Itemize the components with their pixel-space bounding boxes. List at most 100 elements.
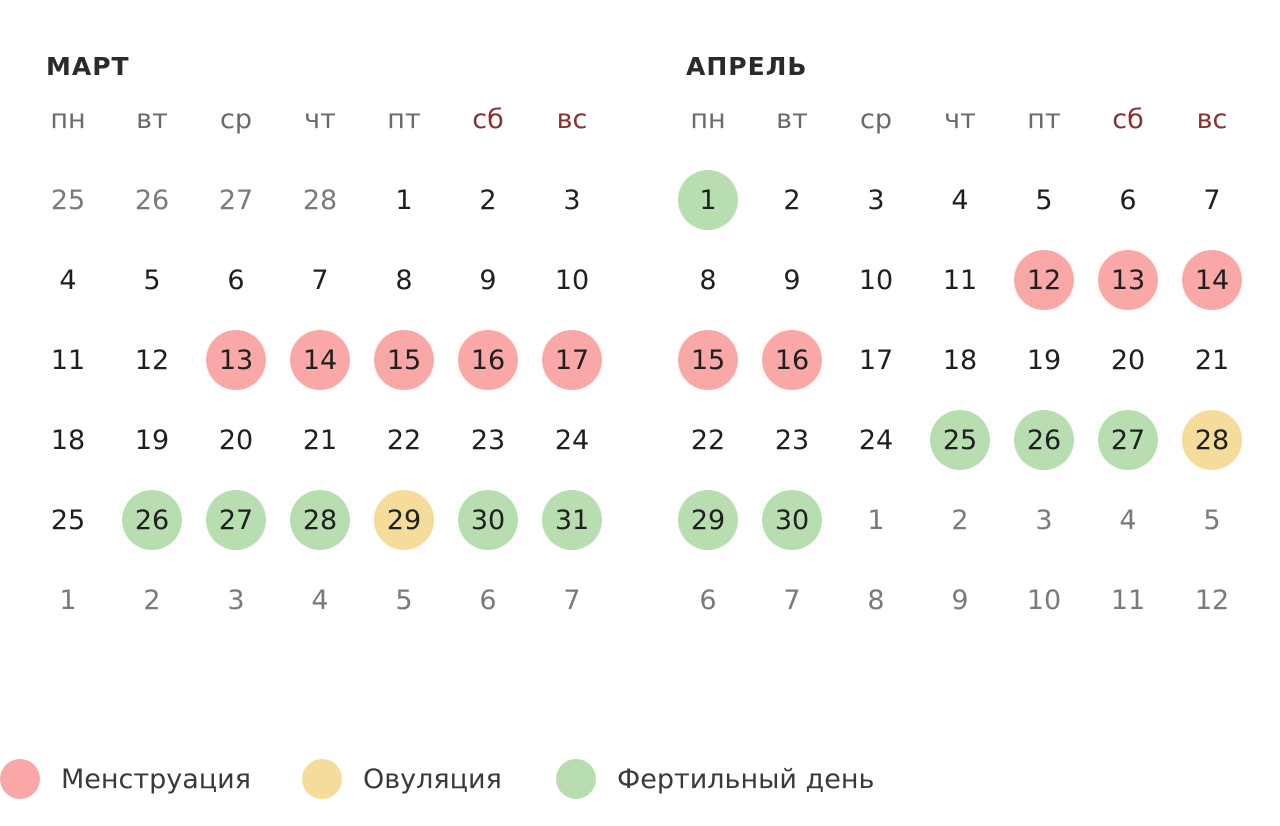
- day-cell-other-month[interactable]: 5: [1170, 480, 1254, 560]
- day-cell[interactable]: 9: [750, 240, 834, 320]
- day-number: 26: [134, 184, 170, 216]
- day-cell-menstruation[interactable]: 16: [446, 320, 530, 400]
- day-number: 13: [206, 330, 266, 390]
- day-cell[interactable]: 18: [918, 320, 1002, 400]
- day-cell-fertile[interactable]: 26: [110, 480, 194, 560]
- day-cell-other-month[interactable]: 8: [834, 560, 918, 640]
- day-cell-menstruation[interactable]: 16: [750, 320, 834, 400]
- day-cell[interactable]: 22: [362, 400, 446, 480]
- day-cell-other-month[interactable]: 4: [1086, 480, 1170, 560]
- day-cell-other-month[interactable]: 11: [1086, 560, 1170, 640]
- day-cell-fertile[interactable]: 31: [530, 480, 614, 560]
- day-cell-fertile[interactable]: 28: [278, 480, 362, 560]
- day-cell-ovulation[interactable]: 29: [362, 480, 446, 560]
- day-cell-other-month[interactable]: 27: [194, 160, 278, 240]
- day-cell[interactable]: 19: [1002, 320, 1086, 400]
- day-cell-other-month[interactable]: 10: [1002, 560, 1086, 640]
- day-cell-other-month[interactable]: 4: [278, 560, 362, 640]
- day-number: 11: [942, 264, 978, 296]
- day-cell[interactable]: 5: [110, 240, 194, 320]
- day-cell[interactable]: 20: [1086, 320, 1170, 400]
- day-number: 26: [122, 490, 182, 550]
- day-cell-other-month[interactable]: 6: [666, 560, 750, 640]
- day-cell-other-month[interactable]: 6: [446, 560, 530, 640]
- day-cell-ovulation[interactable]: 28: [1170, 400, 1254, 480]
- day-cell-other-month[interactable]: 3: [194, 560, 278, 640]
- day-cell-fertile[interactable]: 30: [750, 480, 834, 560]
- day-cell-menstruation[interactable]: 13: [194, 320, 278, 400]
- day-cell[interactable]: 3: [530, 160, 614, 240]
- day-cell-menstruation[interactable]: 14: [1170, 240, 1254, 320]
- day-cell-other-month[interactable]: 1: [834, 480, 918, 560]
- day-cell-other-month[interactable]: 9: [918, 560, 1002, 640]
- day-cell-menstruation[interactable]: 15: [666, 320, 750, 400]
- day-cell[interactable]: 12: [110, 320, 194, 400]
- day-cell-other-month[interactable]: 7: [750, 560, 834, 640]
- day-cell-other-month[interactable]: 26: [110, 160, 194, 240]
- day-cell[interactable]: 10: [834, 240, 918, 320]
- day-cell-other-month[interactable]: 2: [110, 560, 194, 640]
- day-number: 7: [783, 584, 801, 616]
- weekday-label: вс: [556, 104, 588, 135]
- day-cell-menstruation[interactable]: 14: [278, 320, 362, 400]
- day-cell-menstruation[interactable]: 15: [362, 320, 446, 400]
- day-cell[interactable]: 7: [1170, 160, 1254, 240]
- day-cell-menstruation[interactable]: 12: [1002, 240, 1086, 320]
- day-cell[interactable]: 20: [194, 400, 278, 480]
- day-cell-other-month[interactable]: 12: [1170, 560, 1254, 640]
- day-cell[interactable]: 8: [362, 240, 446, 320]
- day-cell[interactable]: 11: [26, 320, 110, 400]
- day-cell-menstruation[interactable]: 17: [530, 320, 614, 400]
- day-cell[interactable]: 7: [278, 240, 362, 320]
- day-cell[interactable]: 3: [834, 160, 918, 240]
- day-number: 4: [59, 264, 77, 296]
- day-cell-other-month[interactable]: 1: [26, 560, 110, 640]
- day-cell[interactable]: 2: [750, 160, 834, 240]
- day-number: 9: [783, 264, 801, 296]
- day-cell-other-month[interactable]: 28: [278, 160, 362, 240]
- day-cell[interactable]: 8: [666, 240, 750, 320]
- day-cell[interactable]: 5: [1002, 160, 1086, 240]
- day-cell[interactable]: 2: [446, 160, 530, 240]
- day-cell-other-month[interactable]: 5: [362, 560, 446, 640]
- day-cell-fertile[interactable]: 29: [666, 480, 750, 560]
- day-cell[interactable]: 23: [750, 400, 834, 480]
- day-cell-fertile[interactable]: 27: [1086, 400, 1170, 480]
- day-number: 1: [678, 170, 738, 230]
- day-number: 19: [134, 424, 170, 456]
- day-cell[interactable]: 19: [110, 400, 194, 480]
- day-cell[interactable]: 4: [26, 240, 110, 320]
- day-cell[interactable]: 24: [834, 400, 918, 480]
- day-cell[interactable]: 1: [362, 160, 446, 240]
- day-cell[interactable]: 6: [194, 240, 278, 320]
- legend-ovulation: Овуляция: [302, 757, 502, 801]
- day-cell-fertile[interactable]: 25: [918, 400, 1002, 480]
- day-cell[interactable]: 21: [1170, 320, 1254, 400]
- day-cell-other-month[interactable]: 25: [26, 160, 110, 240]
- day-number: 21: [1194, 344, 1230, 376]
- day-cell[interactable]: 6: [1086, 160, 1170, 240]
- day-cell-menstruation[interactable]: 13: [1086, 240, 1170, 320]
- day-cell-other-month[interactable]: 3: [1002, 480, 1086, 560]
- day-cell-other-month[interactable]: 2: [918, 480, 1002, 560]
- day-cell[interactable]: 10: [530, 240, 614, 320]
- day-number: 24: [554, 424, 590, 456]
- day-cell[interactable]: 25: [26, 480, 110, 560]
- day-cell[interactable]: 18: [26, 400, 110, 480]
- day-number: 14: [290, 330, 350, 390]
- day-cell[interactable]: 9: [446, 240, 530, 320]
- day-cell-fertile[interactable]: 30: [446, 480, 530, 560]
- day-cell[interactable]: 17: [834, 320, 918, 400]
- day-cell-fertile[interactable]: 27: [194, 480, 278, 560]
- weekday-header: пн вт ср чт пт сб вс: [666, 100, 1254, 140]
- day-cell[interactable]: 4: [918, 160, 1002, 240]
- day-cell[interactable]: 24: [530, 400, 614, 480]
- day-cell-fertile[interactable]: 1: [666, 160, 750, 240]
- day-cell[interactable]: 23: [446, 400, 530, 480]
- day-number: 12: [134, 344, 170, 376]
- day-cell-fertile[interactable]: 26: [1002, 400, 1086, 480]
- day-cell[interactable]: 21: [278, 400, 362, 480]
- day-cell[interactable]: 22: [666, 400, 750, 480]
- day-cell[interactable]: 11: [918, 240, 1002, 320]
- day-cell-other-month[interactable]: 7: [530, 560, 614, 640]
